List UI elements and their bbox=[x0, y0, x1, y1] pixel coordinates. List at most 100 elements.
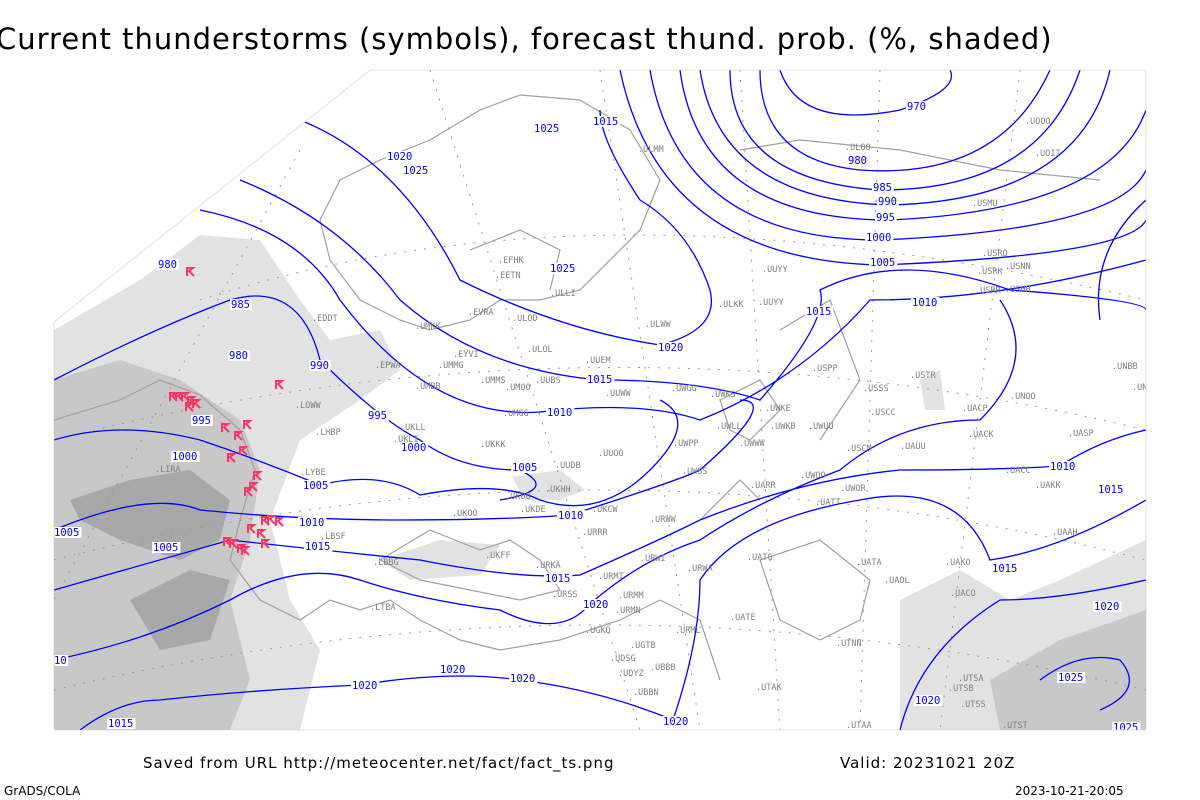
isobar-label-bg bbox=[582, 599, 611, 610]
station-label: .UAKO bbox=[945, 558, 971, 568]
station-label: .USCC bbox=[870, 408, 896, 418]
isobar-label-bg bbox=[107, 718, 136, 729]
station-label: .UNTT bbox=[1132, 383, 1158, 393]
isobar-label: 1020 bbox=[510, 673, 535, 685]
map-title: Current thunderstorms (symbols), forecas… bbox=[0, 22, 1053, 56]
station-label: .UWOO bbox=[800, 471, 826, 481]
isobar-label-bg bbox=[872, 182, 894, 193]
station-label: .USCM bbox=[846, 444, 872, 454]
station-label: .URWW bbox=[650, 515, 676, 525]
thunderstorm-symbol-icon bbox=[221, 423, 231, 433]
station-label: .UUDB bbox=[555, 461, 581, 471]
station-label: .UMMS bbox=[480, 376, 506, 386]
isobar-label: 995 bbox=[192, 415, 211, 427]
isobar-label-bg bbox=[877, 196, 899, 207]
isobar-label: 1010 bbox=[299, 517, 324, 529]
isobar-label: 1020 bbox=[658, 342, 683, 354]
shading-light bbox=[920, 370, 945, 410]
thunderstorm-symbol-icon bbox=[247, 524, 257, 534]
thunderstorm-symbol-icon bbox=[249, 482, 259, 492]
isobar-label: 990 bbox=[878, 196, 897, 208]
station-label: .USHH bbox=[1005, 285, 1031, 295]
station-labels: .ULMM .ULOO .UUYY .ULKK .UUYY .ULWW .ULOD .EVRA… bbox=[155, 117, 1158, 730]
station-label: .USRR bbox=[975, 286, 1001, 296]
isobar-label-bg bbox=[171, 451, 200, 462]
shading-mid bbox=[990, 610, 1146, 730]
isobar-label-bg bbox=[230, 299, 252, 310]
thunderstorm-symbol-icon bbox=[186, 267, 196, 277]
station-label: .URMT bbox=[598, 572, 624, 582]
thunderstorm-symbol-icon bbox=[244, 487, 254, 497]
software-credit: GrADS/COLA bbox=[4, 784, 81, 798]
station-label: .UKCW bbox=[592, 505, 618, 515]
isobar-label-bg bbox=[152, 542, 181, 553]
isobar-label-bg bbox=[309, 360, 331, 371]
station-label: .LBBG bbox=[373, 558, 399, 568]
station-label: .UUEM bbox=[585, 356, 611, 366]
station-label: .UTSS bbox=[960, 700, 986, 710]
isobar-label: 1020 bbox=[440, 664, 465, 676]
isobar-label: 1000 bbox=[172, 451, 197, 463]
thunderstorm-symbol-icon bbox=[185, 402, 195, 412]
station-label: .UAAH bbox=[1052, 528, 1078, 538]
station-label: .UWUU bbox=[808, 422, 834, 432]
isobar-label: 970 bbox=[907, 101, 926, 113]
thunderstorm-symbol-icon bbox=[253, 471, 263, 481]
station-label: .URWI bbox=[640, 554, 666, 564]
station-label: .UAUU bbox=[900, 442, 926, 452]
isobar-label-bg bbox=[847, 155, 869, 166]
thunderstorm-symbol-icon bbox=[239, 446, 249, 456]
station-label: .UWGG bbox=[671, 384, 697, 394]
isobar-label-bg bbox=[546, 407, 575, 418]
isobar-label: 1000 bbox=[866, 232, 891, 244]
isobar-label-bg bbox=[662, 716, 691, 727]
isobar-label: 1020 bbox=[663, 716, 688, 728]
isobar-label-bg bbox=[191, 415, 213, 426]
isobar-label: 1015 bbox=[108, 718, 133, 730]
station-label: .UATG bbox=[747, 553, 773, 563]
station-label: .UWKB bbox=[770, 422, 796, 432]
isobar-label: 1005 bbox=[303, 480, 328, 492]
station-label: .UKOO bbox=[452, 509, 478, 519]
isobar-label: 1025 bbox=[550, 263, 575, 275]
isobar-label-bg bbox=[657, 342, 686, 353]
station-label: .USSS bbox=[863, 384, 889, 394]
saved-from-url: Saved from URL http://meteocenter.net/fa… bbox=[143, 754, 615, 772]
isobar-label-bg bbox=[557, 510, 586, 521]
station-label: .UMMG bbox=[438, 361, 464, 371]
station-label: .EPWA bbox=[375, 361, 401, 371]
station-label: .UACP bbox=[962, 404, 988, 414]
isobar-label: 1025 bbox=[1113, 722, 1138, 734]
isobar-label-bg bbox=[386, 151, 415, 162]
isobar-label-bg bbox=[157, 259, 179, 270]
station-label: .EFHK bbox=[498, 256, 524, 266]
isobar-label-bg bbox=[402, 165, 431, 176]
shading-light bbox=[380, 540, 500, 580]
station-label: .UNOO bbox=[1010, 392, 1036, 402]
isobar-label: 980 bbox=[158, 259, 177, 271]
station-label: .UBBN bbox=[633, 688, 659, 698]
station-label: .USPP bbox=[812, 364, 838, 374]
station-label: .UTSB bbox=[948, 684, 974, 694]
station-label: .UOII bbox=[1035, 149, 1061, 159]
station-label: .UUYY bbox=[758, 298, 784, 308]
isobar-label: 10 bbox=[54, 655, 67, 667]
isobar-label-bg bbox=[439, 664, 468, 675]
station-label: .UWLL bbox=[716, 422, 742, 432]
station-label: .UUBS bbox=[535, 376, 561, 386]
station-label: .UTNN bbox=[836, 639, 862, 649]
station-label: .UWKS bbox=[710, 390, 736, 400]
isobar-label: 1005 bbox=[512, 462, 537, 474]
station-label: .UGKO bbox=[585, 626, 611, 636]
isobar-label: 1020 bbox=[352, 680, 377, 692]
station-label: .UKLL bbox=[400, 423, 426, 433]
thunderstorm-symbol-icon bbox=[181, 392, 191, 402]
isobar-label: 1025 bbox=[1058, 672, 1083, 684]
isobar-label-bg bbox=[586, 374, 615, 385]
isobar-label: 1010 bbox=[912, 297, 937, 309]
generation-timestamp: 2023-10-21-20:05 bbox=[1015, 784, 1124, 798]
station-label: .UARR bbox=[750, 481, 776, 491]
station-label: .UDYZ bbox=[618, 669, 644, 679]
isobar-label: 1025 bbox=[534, 123, 559, 135]
station-label: .UKOO bbox=[505, 492, 531, 502]
